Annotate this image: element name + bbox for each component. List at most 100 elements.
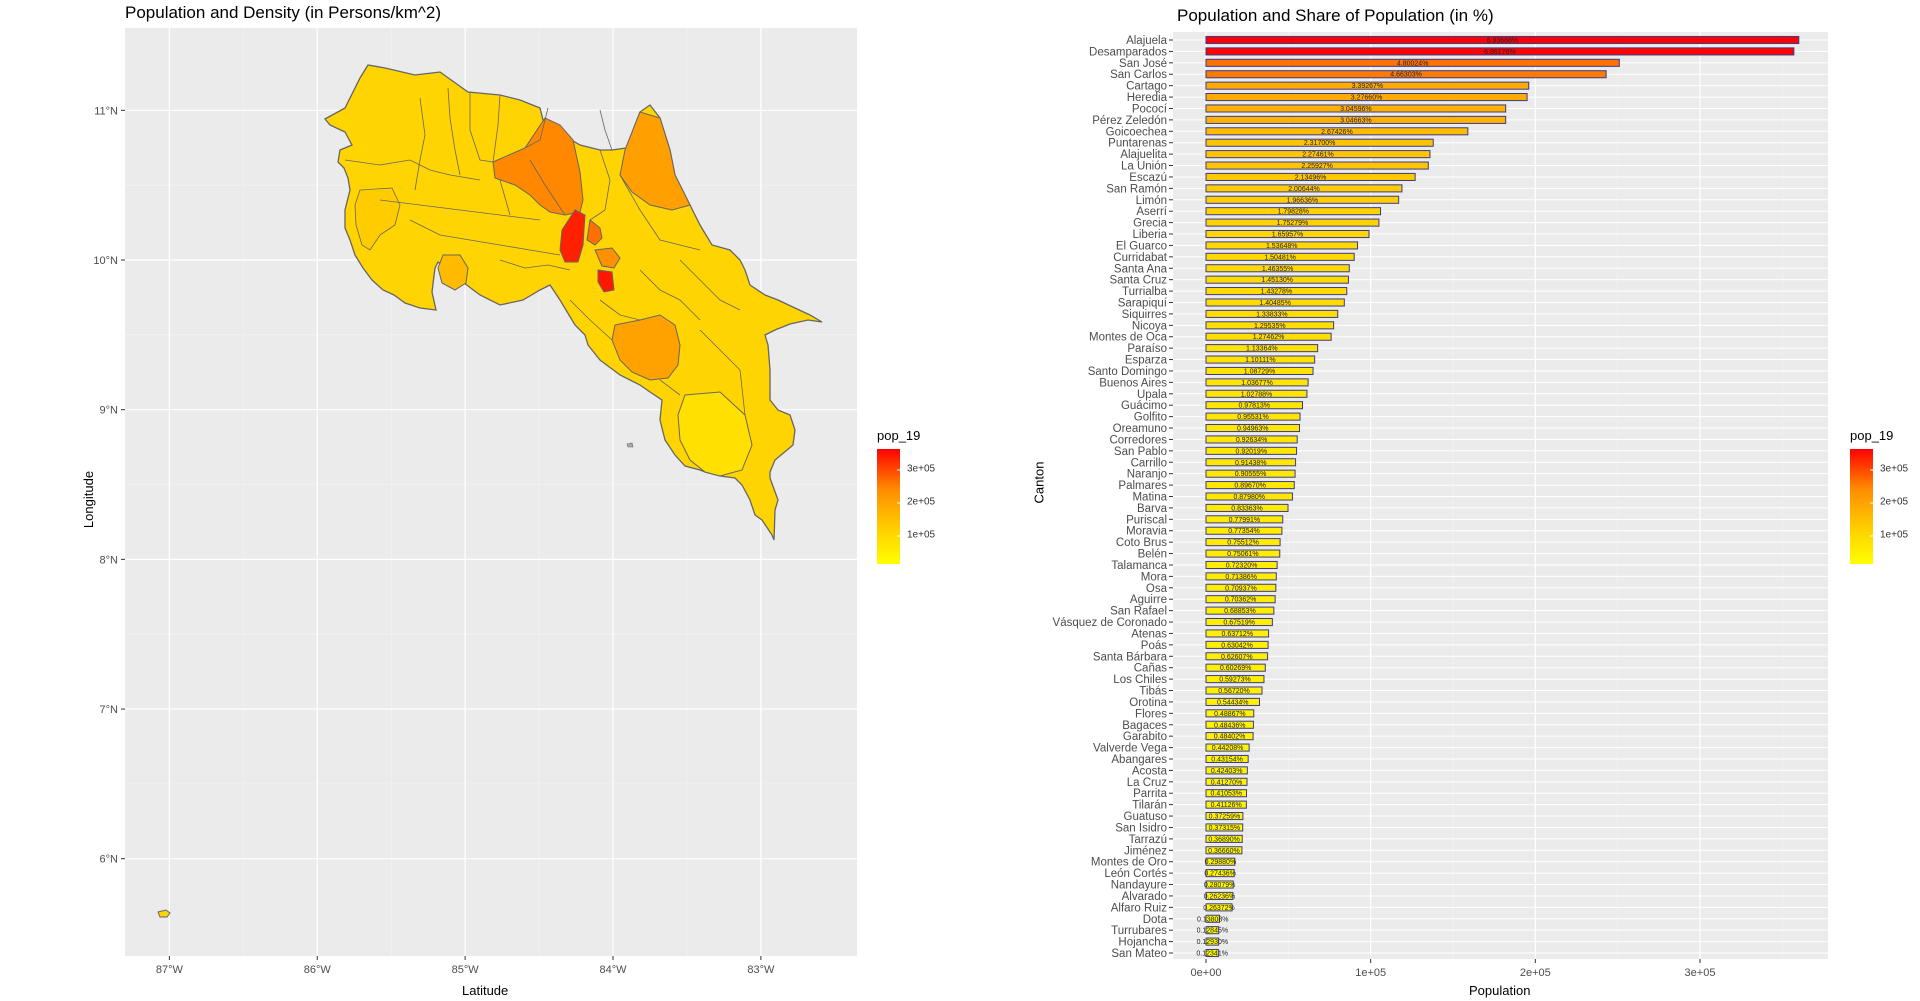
bar (1205, 492, 1293, 501)
bar (1205, 195, 1400, 204)
bar (1205, 127, 1469, 136)
bar (1205, 458, 1297, 467)
bar (1205, 697, 1261, 706)
bar (1205, 344, 1319, 353)
bar-data-label: 1.08729% (1244, 368, 1276, 375)
bar (1205, 515, 1284, 524)
bar-x-tick-label: 1e+05 (1355, 967, 1386, 979)
bar-x-tick-label: 2e+05 (1520, 967, 1551, 979)
bar-data-label: 0.71386% (1225, 574, 1257, 581)
bar-category-label: Flores (1135, 708, 1167, 720)
bar-category-label: San Ramón (1106, 183, 1167, 195)
bar (1205, 115, 1507, 124)
bar-category-label: San Isidro (1115, 822, 1167, 834)
bar-legend-tick: 3e+05 (1869, 463, 1909, 475)
bar-data-label: 1.50481% (1264, 254, 1296, 261)
bar-category-label: Parrita (1133, 788, 1167, 800)
bar-category-label: Siquirres (1122, 309, 1168, 321)
bar-data-label: 0.72320% (1226, 562, 1258, 569)
bar (1205, 93, 1528, 102)
bar-category-label: El Guarco (1116, 240, 1167, 252)
bar (1205, 526, 1283, 535)
bar-chart-title: Population and Share of Population (in %… (1177, 6, 1494, 25)
bar-data-label: 0.90555% (1235, 471, 1267, 478)
bar-legend-title: pop_19 (1850, 428, 1894, 443)
bars: 6.93688% Alajuela 6.86176% Desamparados 4.80… (1053, 35, 1800, 960)
bar (1205, 378, 1309, 387)
bar-legend-colorbar: 3e+05 2e+05 1e+05 (1850, 449, 1908, 564)
bar-x-axis: 0e+00 1e+05 2e+05 3e+05 (1191, 959, 1715, 979)
bar-data-label: 0.37259% (1209, 814, 1241, 821)
bar (1205, 777, 1248, 786)
bar-category-label: Santa Ana (1114, 263, 1168, 275)
bar (1205, 70, 1607, 79)
bar-data-label: 0.77354% (1228, 528, 1260, 535)
bar-data-label: 3.39267% (1352, 83, 1384, 90)
bar (1205, 503, 1289, 512)
bar (1205, 926, 1220, 935)
bar-category-label: Jiménez (1124, 845, 1167, 857)
bar-data-label: 1.96636% (1287, 197, 1319, 204)
bar-data-label: 0.28079% (1204, 882, 1236, 889)
map-legend-title: pop_19 (877, 428, 921, 443)
bar-data-label: 6.86176% (1484, 49, 1516, 56)
bar-data-label: 0.91438% (1235, 460, 1267, 467)
bar (1205, 686, 1263, 695)
bar (1205, 880, 1234, 889)
bar-category-label: Alfaro Ruiz (1111, 902, 1167, 914)
bar-data-label: 0.26236% (1204, 893, 1236, 900)
bar-category-label: Sarapiquí (1118, 297, 1168, 309)
bar (1205, 869, 1235, 878)
bar-category-label: La Unión (1121, 161, 1167, 173)
bar (1205, 789, 1248, 798)
bar-category-label: Santa Cruz (1109, 275, 1167, 287)
bar-data-label: 1.10111% (1245, 357, 1276, 364)
bar (1205, 264, 1350, 273)
bar-data-label: 0.27436% (1204, 871, 1236, 878)
bar-category-label: Desamparados (1089, 46, 1167, 58)
bar-data-label: 0.13808% (1197, 916, 1229, 923)
bar-category-label: Montes de Oro (1091, 857, 1167, 869)
bar-data-label: 0.92019% (1236, 448, 1268, 455)
bar (1205, 538, 1281, 547)
bar (1205, 732, 1254, 741)
bar-data-label: 0.26372% (1203, 905, 1235, 912)
bar-category-label: Cartago (1126, 81, 1167, 93)
bar (1205, 812, 1244, 821)
bar-data-label: 0.77991% (1229, 517, 1261, 524)
bar (1205, 606, 1275, 615)
bar-category-label: Dota (1143, 914, 1168, 926)
bar-data-label: 1.33833% (1256, 311, 1288, 318)
bar-category-label: Barva (1137, 503, 1168, 515)
bar-data-label: 0.36890% (1208, 836, 1240, 843)
bar-category-label: Nandayure (1111, 880, 1167, 892)
bar-category-label: Santa Bárbara (1093, 651, 1168, 663)
bar-category-label: Moravia (1126, 526, 1168, 538)
bar-data-label: 1.29535% (1254, 323, 1286, 330)
bar (1205, 846, 1243, 855)
bar-category-label: Palmares (1118, 480, 1167, 492)
bar-data-label: 0.43154% (1211, 756, 1243, 763)
bar-legend-tick: 1e+05 (1869, 529, 1909, 541)
bar (1205, 549, 1281, 558)
bar-category-label: Alvarado (1122, 891, 1167, 903)
bar-data-label: 0.83363% (1231, 505, 1263, 512)
bar (1205, 891, 1234, 900)
bar-data-label: 0.42403% (1211, 768, 1243, 775)
bar-category-label: Alajuela (1126, 35, 1168, 47)
bar (1205, 332, 1332, 341)
bar-y-axis-title: Canton (1031, 461, 1047, 504)
bar-data-label: 1.79828% (1278, 209, 1310, 216)
bar (1205, 104, 1507, 113)
bar-data-label: 0.75512% (1227, 540, 1259, 547)
bar-data-label: 0.54434% (1217, 699, 1249, 706)
bar (1205, 287, 1348, 296)
bar (1205, 903, 1233, 912)
bar (1205, 366, 1314, 376)
bar-category-label: Alajuelita (1120, 149, 1167, 161)
bar (1205, 207, 1382, 216)
bar (1205, 389, 1308, 398)
bar-data-label: 3.27660% (1351, 95, 1383, 102)
bar (1205, 401, 1303, 410)
bar-data-label: 0.37315% (1209, 825, 1241, 832)
